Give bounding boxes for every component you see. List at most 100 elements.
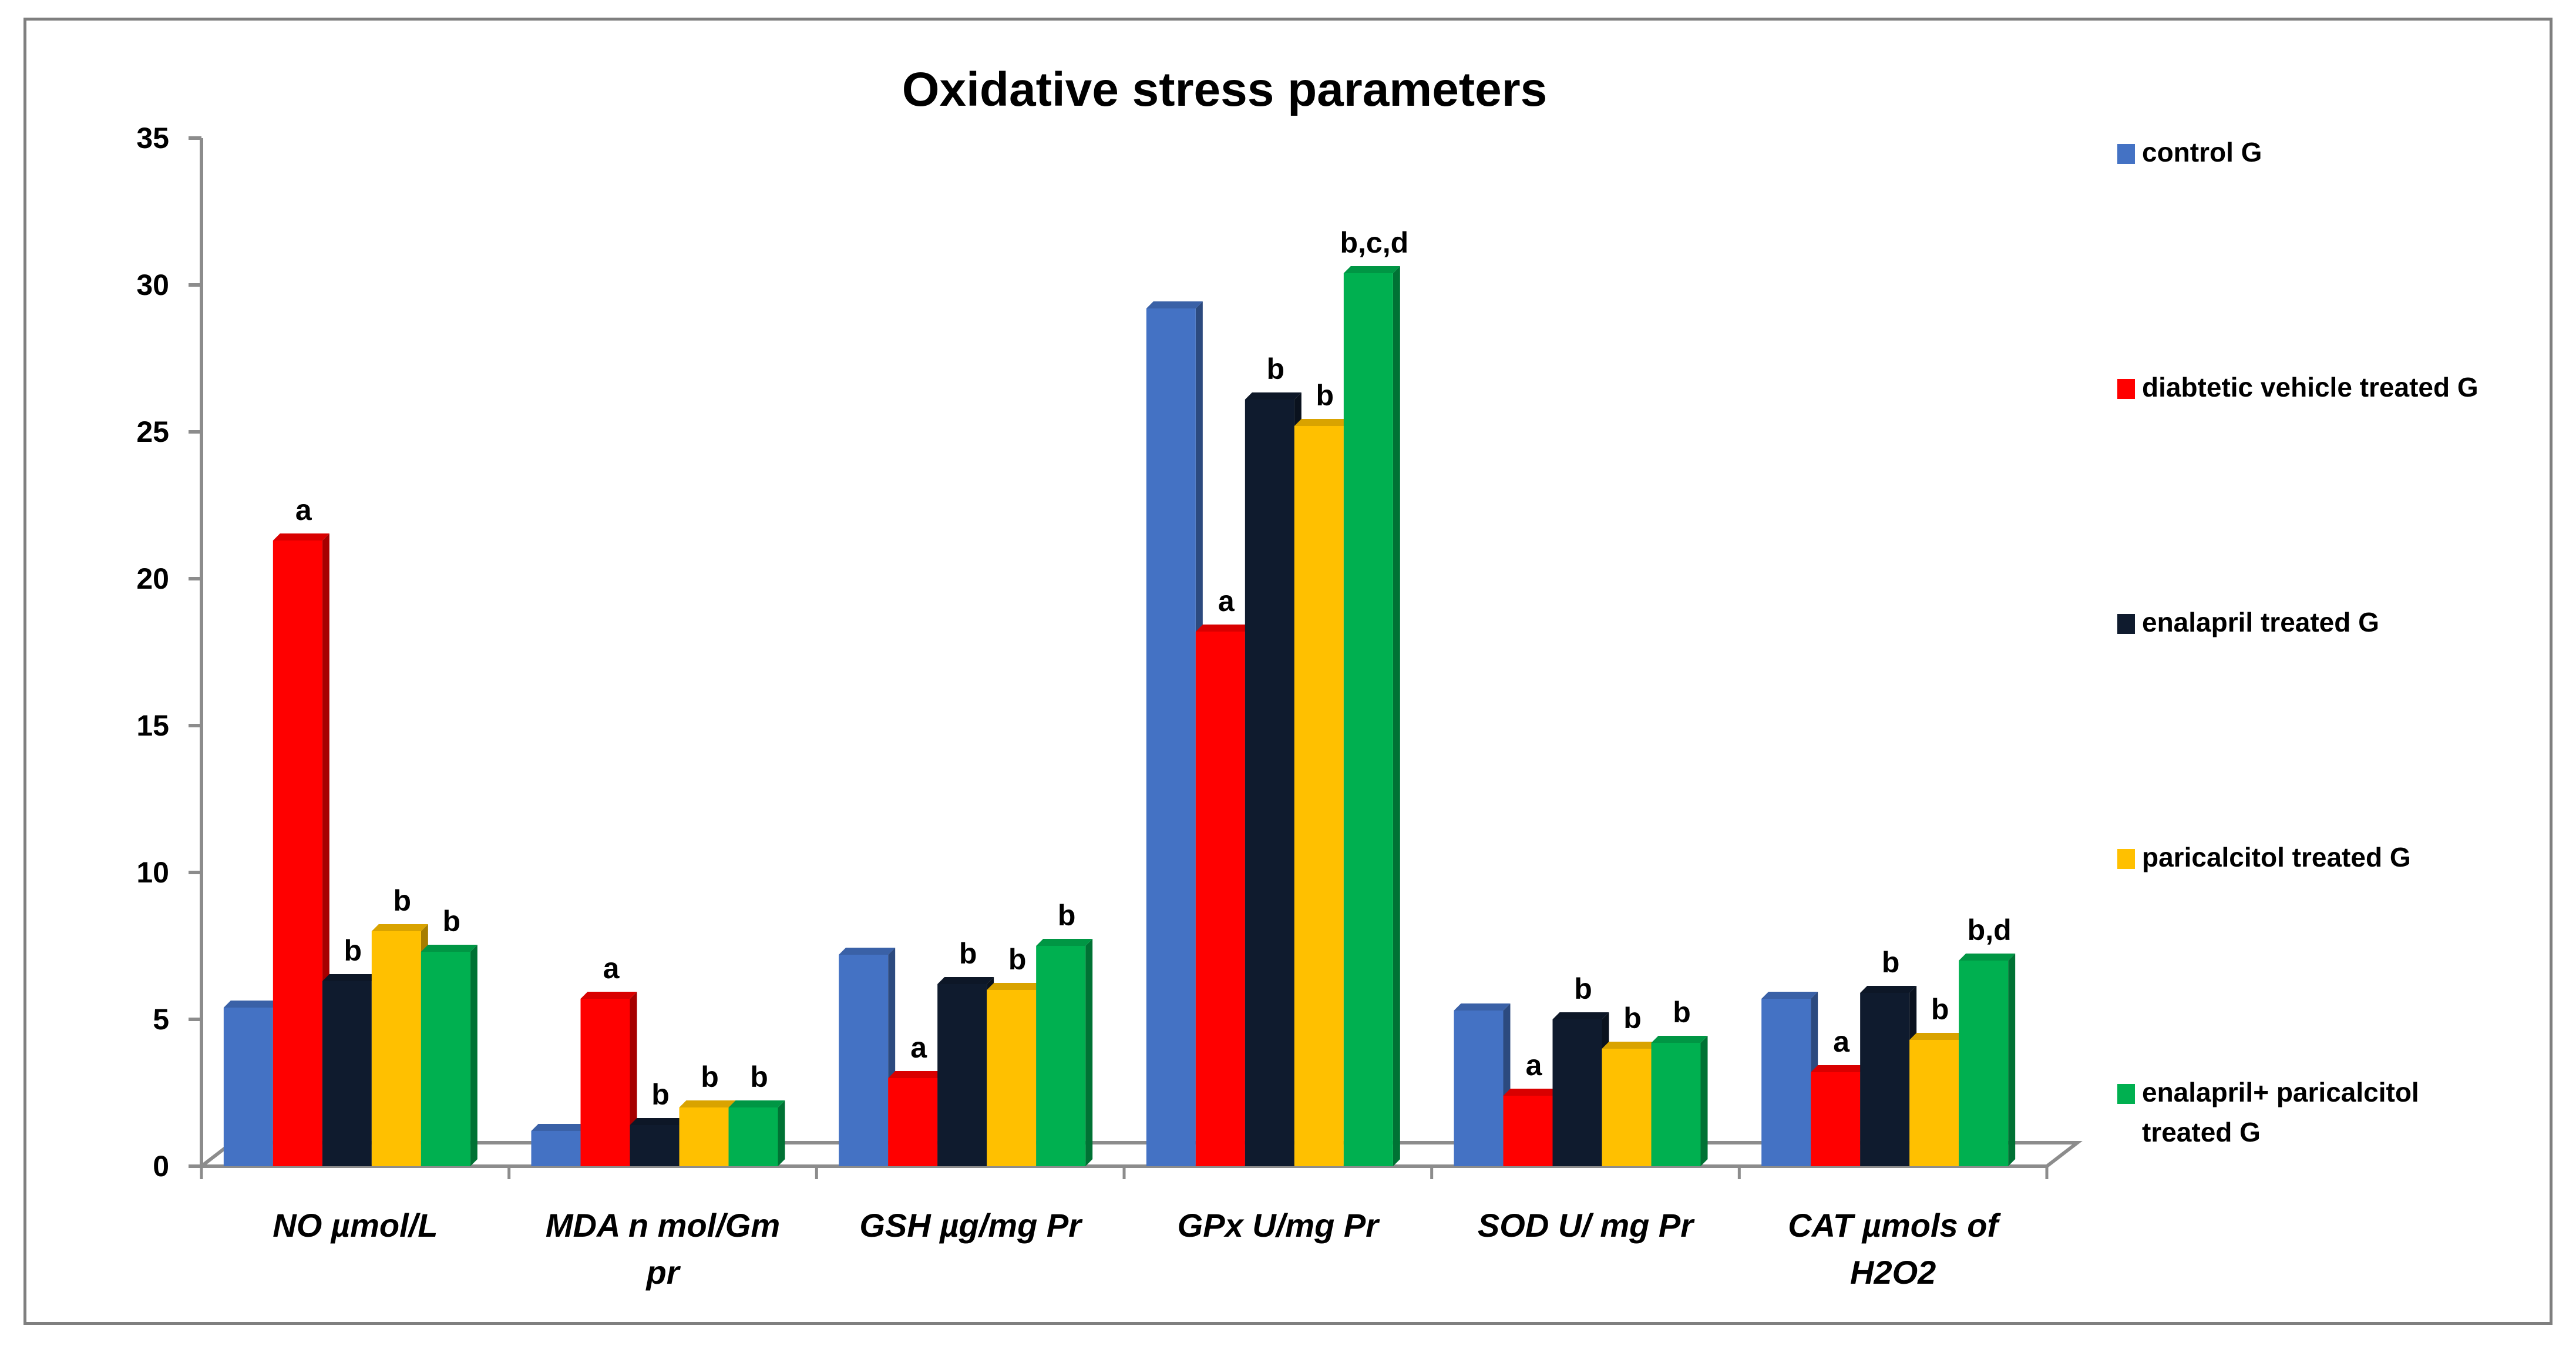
bar: [371, 924, 428, 1166]
bar-front: [1909, 1040, 1959, 1166]
legend: control G diabtetic vehicle treated G ena…: [2117, 137, 2479, 1147]
legend-item: enalapril treated G: [2117, 607, 2379, 637]
bar: [1651, 1036, 1708, 1166]
bar-side: [1393, 266, 1400, 1166]
bar: [1761, 992, 1818, 1166]
bar-top: [1552, 1012, 1609, 1019]
bar-front: [987, 990, 1037, 1166]
bar-annotation: a: [295, 494, 312, 526]
category-label: H2O2: [1850, 1254, 1936, 1291]
legend-swatch: [2117, 1084, 2135, 1104]
bar: [531, 1124, 588, 1166]
legend-label: treated G: [2142, 1117, 2261, 1147]
legend-label: enalapril+ paricalcitol: [2142, 1077, 2419, 1107]
bar-front: [1552, 1019, 1602, 1166]
bar-top: [937, 977, 994, 984]
bar-annotation: b: [1673, 996, 1691, 1029]
bar-front: [273, 541, 322, 1166]
bar: [679, 1100, 736, 1166]
bar-annotation: b: [1267, 353, 1285, 385]
bar-front: [421, 952, 470, 1166]
bar-annotation: b: [1316, 379, 1334, 412]
bar-front: [1343, 273, 1393, 1166]
bar-top: [1909, 1033, 1966, 1040]
y-tick-label: 15: [136, 709, 169, 742]
bar-top: [1811, 1065, 1868, 1072]
legend-label: paricalcitol treated G: [2142, 842, 2411, 872]
bar: [728, 1100, 785, 1166]
bar-annotation: b,c,d: [1340, 226, 1408, 259]
bar-top: [630, 1118, 687, 1125]
bar-front: [1294, 426, 1344, 1166]
bar-top: [1959, 954, 2016, 961]
bar-top: [728, 1100, 785, 1107]
bar-top: [322, 974, 379, 981]
bar-annotation: b: [344, 934, 362, 967]
category-label: CAT µmols of: [1788, 1207, 2001, 1244]
bar-side: [470, 945, 477, 1166]
bar: [1860, 986, 1917, 1166]
bar: [1245, 392, 1302, 1166]
bar-annotation: b: [443, 905, 461, 938]
bar-annotation: b: [1623, 1002, 1642, 1035]
category-label: SOD U/ mg Pr: [1478, 1207, 1695, 1244]
bar: [273, 533, 329, 1166]
bar-annotation: b: [1882, 946, 1900, 979]
bar-front: [1860, 993, 1910, 1166]
bar-annotation: b: [701, 1060, 719, 1093]
chart-frame: Oxidative stress parameters 0 5 10 15 20 25 30…: [23, 18, 2553, 1325]
category-label: GSH µg/mg Pr: [859, 1207, 1083, 1244]
legend-swatch: [2117, 849, 2135, 869]
bar: [987, 983, 1044, 1166]
bar-top: [531, 1124, 588, 1131]
bar-annotation: b: [1574, 972, 1592, 1005]
bar: [839, 948, 896, 1166]
bar-front: [630, 1125, 680, 1166]
bar-front: [679, 1107, 729, 1166]
bar: [630, 1118, 687, 1166]
bar-front: [1036, 946, 1086, 1166]
bar: [1959, 954, 2016, 1166]
bar-top: [223, 1001, 280, 1008]
legend-item: enalapril+ paricalcitol treated G: [2117, 1077, 2419, 1147]
bar: [421, 945, 477, 1166]
bar-top: [1146, 301, 1203, 308]
legend-label: diabtetic vehicle treated G: [2142, 372, 2479, 402]
bar-annotation: a: [1526, 1049, 1543, 1082]
oxidative-stress-chart: Oxidative stress parameters 0 5 10 15 20 25 30…: [136, 63, 2479, 1291]
bar-annotation: a: [603, 952, 620, 985]
bar-front: [531, 1131, 581, 1166]
bar-annotation: a: [1833, 1025, 1850, 1058]
bar-front: [1651, 1043, 1701, 1166]
bar-front: [1959, 961, 2009, 1166]
bar-top: [1036, 939, 1093, 946]
bar-front: [839, 955, 889, 1166]
bar: [223, 1001, 280, 1166]
bar-side: [778, 1100, 785, 1166]
bar-top: [679, 1100, 736, 1107]
bar-top: [1651, 1036, 1708, 1043]
bar: [1036, 939, 1093, 1166]
bar-top: [1294, 419, 1351, 426]
bar: [1602, 1042, 1659, 1166]
bars-layer: [223, 266, 2016, 1166]
bar: [937, 977, 994, 1166]
chart-title: Oxidative stress parameters: [902, 63, 1548, 116]
bar-front: [937, 984, 987, 1166]
legend-swatch: [2117, 614, 2135, 634]
bar-front: [322, 981, 372, 1166]
bar-annotation: b: [750, 1060, 768, 1093]
y-tick-label: 0: [153, 1150, 169, 1183]
bar-top: [1343, 266, 1400, 273]
bar-annotation: b: [1058, 899, 1076, 932]
bar-side: [1085, 939, 1093, 1166]
bar-front: [1503, 1096, 1553, 1166]
bar: [1146, 301, 1203, 1166]
bar-annotation: b,d: [1968, 914, 2012, 946]
y-tick-label: 35: [136, 122, 169, 155]
bar-front: [371, 931, 421, 1166]
bar-front: [1454, 1011, 1504, 1166]
bar: [1503, 1089, 1560, 1166]
bar: [1811, 1065, 1868, 1166]
